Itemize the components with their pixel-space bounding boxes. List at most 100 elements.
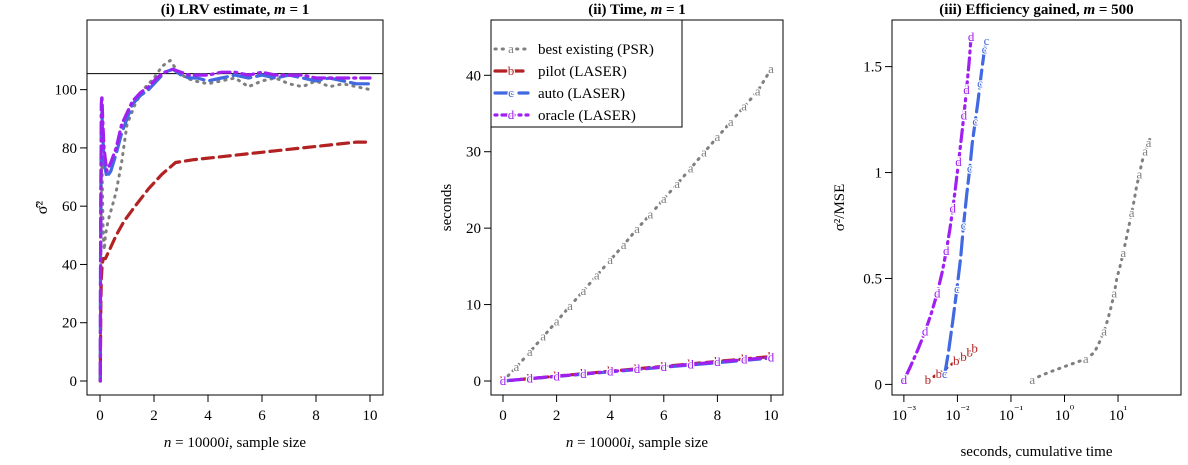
x-axis-label: n = 10000i, sample size [164, 435, 307, 451]
series-marker-a: a [540, 329, 546, 344]
xlabel-text: = 10000 [171, 435, 224, 451]
series-marker-d: d [580, 366, 587, 381]
series-marker-b: b [936, 366, 943, 381]
series-marker-a: a [581, 283, 587, 298]
series-marker-c: c [942, 366, 948, 381]
series-line-a [1030, 132, 1153, 382]
x-tick-label: 10¹ [1109, 404, 1127, 424]
title-text: (iii) Efficiency gained, [939, 2, 1083, 18]
series-marker-d: d [741, 352, 748, 367]
series-line-b [926, 346, 977, 382]
series-marker-c: c [977, 76, 983, 91]
y-tick-label: 0 [875, 377, 883, 393]
title-text: = 1 [286, 2, 310, 18]
y-label-text: σ̂² [34, 201, 51, 215]
series-marker-d: d [934, 285, 941, 300]
series-marker-c: c [954, 281, 960, 296]
series-marker-a: a [1142, 143, 1148, 158]
series-marker-d: d [634, 361, 641, 376]
series-marker-b: b [768, 349, 775, 364]
x-tick-label: 8 [714, 408, 722, 424]
series-marker-d: d [922, 323, 929, 338]
series-marker-a: a [1136, 167, 1142, 182]
series-marker-d: d [607, 364, 614, 379]
y-tick-label: 0 [70, 374, 78, 390]
x-tick-label: 4 [606, 408, 614, 424]
series-marker-d: d [968, 29, 975, 44]
series-marker-d: d [768, 349, 775, 364]
series-marker-a: a [701, 144, 707, 159]
series-marker-d: d [955, 154, 962, 169]
y-tick-label: 10 [466, 298, 481, 314]
plot-frame [891, 19, 1182, 396]
xlabel-text: , sample size [229, 435, 306, 451]
series-marker-a: a [728, 114, 734, 129]
title-text: = 500 [1095, 2, 1134, 18]
xlabel-var: i [225, 435, 229, 451]
y-tick-label: 0.5 [863, 271, 882, 287]
x-axis-label: seconds, cumulative time [960, 444, 1112, 460]
series-marker-b: b [925, 372, 932, 387]
series-marker-c: c [967, 160, 973, 175]
x-tick-label: 2 [553, 408, 561, 424]
x-tick-label: 2 [150, 408, 158, 424]
series-marker-a: a [755, 83, 761, 98]
y-tick-label: 20 [62, 316, 77, 332]
xlabel-var: n [164, 435, 172, 451]
series-line-d [98, 67, 372, 383]
series-marker-a: a [567, 298, 573, 313]
series-marker-a: a [514, 359, 520, 374]
title-var: m [651, 2, 663, 18]
xlabel-var: n [566, 435, 574, 451]
series-marker-b: b [953, 353, 960, 368]
series-marker-a: a [1111, 285, 1117, 300]
y-tick-label: 80 [62, 141, 77, 157]
x-tick-label: 4 [204, 408, 212, 424]
series-marker-a: a [768, 61, 774, 76]
series-marker-d: d [950, 201, 957, 216]
legend-label: pilot (LASER) [538, 64, 627, 80]
legend-marker-a: a [508, 41, 514, 56]
series-marker-c: c [982, 42, 988, 57]
series-marker-d: d [963, 82, 970, 97]
series-line-b [98, 140, 372, 383]
y-tick-label: 1.5 [863, 60, 882, 76]
series-line-d [501, 355, 773, 383]
series-marker-d: d [961, 107, 968, 122]
series-marker-c: c [961, 218, 967, 233]
series-line-a [98, 59, 372, 383]
series-marker-b: b [971, 340, 978, 355]
y-tick-label: 100 [55, 83, 78, 99]
x-tick-label: 0 [499, 408, 507, 424]
y-axis-label: seconds [439, 184, 455, 232]
chart-title: (ii) Time, m = 1 [588, 2, 686, 18]
series-group [98, 59, 372, 383]
series-line-c [98, 67, 372, 383]
series-marker-b: b [960, 349, 967, 364]
series-marker-a: a [688, 161, 694, 176]
x-tick-label: 10 [764, 408, 779, 424]
series-line-c [943, 39, 989, 376]
title-var: m [274, 2, 286, 18]
series-marker-c: c [984, 33, 990, 48]
series-marker-d: d [901, 372, 908, 387]
series-marker-d: d [527, 371, 534, 386]
title-text: (i) LRV estimate, [161, 2, 274, 18]
x-tick-label: 10⁻¹ [999, 404, 1023, 424]
series-marker-a: a [1146, 135, 1152, 150]
x-tick-label: 10⁻² [945, 404, 970, 424]
legend-marker-d: d [508, 107, 515, 122]
series-marker-c: c [972, 114, 978, 129]
legend-marker-b: b [508, 63, 515, 78]
legend-label: auto (LASER) [538, 86, 625, 102]
series-marker-d: d [943, 243, 950, 258]
title-text: = 1 [662, 2, 686, 18]
series-marker-a: a [674, 176, 680, 191]
series-marker-d: d [500, 373, 507, 388]
series-marker-a: a [741, 99, 747, 114]
series-line-a [501, 67, 773, 383]
series-marker-b: b [967, 345, 974, 360]
